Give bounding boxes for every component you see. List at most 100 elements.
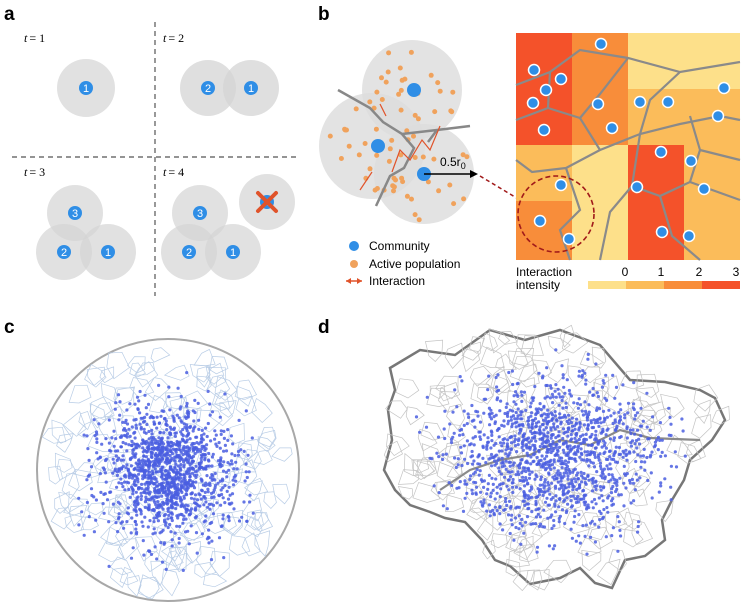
community-dot	[511, 477, 515, 482]
community-dot	[504, 405, 508, 409]
community-dot	[647, 437, 651, 441]
community-dot	[225, 489, 229, 493]
community-node	[526, 96, 540, 110]
community-dot	[116, 517, 121, 521]
community-dot	[163, 416, 167, 421]
community-dot	[514, 516, 518, 520]
community-node	[591, 97, 605, 111]
community-dot	[576, 446, 580, 450]
community-dot	[589, 535, 593, 540]
community-dot	[524, 520, 528, 524]
voronoi-cell	[214, 376, 238, 401]
community-dot	[621, 383, 625, 387]
community-dot	[520, 517, 524, 522]
community-dot	[137, 458, 141, 462]
community-dot	[85, 478, 89, 482]
community-dot	[237, 418, 241, 422]
community-dot	[477, 473, 481, 477]
voronoi-cell	[121, 415, 138, 434]
community-dot	[215, 501, 219, 505]
community-dot	[656, 435, 661, 439]
community-dot	[504, 452, 508, 456]
voronoi-cell	[236, 385, 253, 407]
community-dot	[162, 541, 167, 545]
community-dot	[221, 513, 225, 517]
community-dot	[596, 442, 600, 446]
community-dot	[87, 458, 91, 462]
community-dot	[191, 429, 195, 433]
active-population-dot	[367, 99, 373, 105]
community-dot	[192, 419, 196, 423]
community-node	[554, 178, 568, 192]
community-dot	[564, 453, 568, 457]
community-dot	[206, 505, 210, 509]
community-dot	[153, 531, 157, 535]
voronoi-cell	[86, 366, 106, 387]
community-dot	[193, 446, 197, 450]
community-dot	[125, 422, 130, 426]
community-dot	[461, 509, 466, 513]
community-dot	[150, 446, 154, 450]
community-dot	[506, 438, 510, 442]
community-dot	[519, 413, 523, 417]
ward-boundary	[446, 443, 469, 469]
community-dot	[591, 450, 595, 454]
community-dot	[639, 406, 643, 410]
community-dot	[488, 423, 492, 427]
community-dot	[152, 498, 156, 502]
ward-boundary	[505, 558, 521, 577]
community-dot	[163, 518, 167, 522]
voronoi-cell	[208, 403, 234, 427]
community-dot	[482, 397, 486, 401]
community-dot	[117, 467, 121, 471]
community-dot	[156, 519, 160, 523]
community-node	[633, 95, 647, 109]
community-dot	[92, 530, 96, 534]
community-dot	[588, 390, 592, 394]
ward-boundary	[601, 403, 625, 430]
community-dot	[190, 456, 194, 460]
community-dot	[603, 396, 607, 400]
community-dot	[232, 467, 236, 471]
community-dot	[632, 402, 636, 406]
community-dot	[213, 486, 217, 490]
community-dot	[142, 454, 146, 458]
community-dot	[476, 410, 480, 414]
community-dot	[102, 468, 106, 472]
community-dot	[190, 507, 194, 511]
community-dot	[120, 481, 124, 486]
community-dot	[154, 462, 158, 466]
community-dot	[470, 403, 474, 408]
community-dot	[181, 568, 185, 573]
community-dot	[564, 466, 568, 470]
community-node	[57, 245, 71, 259]
community-dot	[551, 416, 555, 420]
community-dot	[180, 498, 184, 502]
community-dot	[138, 422, 142, 426]
colorbar-tick: 2	[696, 265, 703, 279]
community-dot	[492, 455, 496, 459]
community-dot	[224, 449, 229, 453]
community-dot	[144, 406, 148, 410]
community-dot	[551, 401, 555, 405]
community-dot	[479, 478, 483, 482]
community-dot	[210, 495, 214, 500]
community-dot	[576, 477, 580, 481]
community-dot	[545, 454, 549, 458]
community-dot	[181, 521, 185, 525]
community-dot	[193, 493, 198, 497]
community-dot	[653, 440, 658, 444]
community-dot	[146, 506, 150, 510]
community-dot	[576, 471, 580, 475]
community-dot	[155, 426, 159, 430]
community-dot	[611, 475, 615, 479]
community-dot	[237, 519, 242, 523]
community-dot	[567, 451, 571, 455]
community-dot	[521, 448, 525, 452]
community-dot	[626, 401, 631, 405]
community-dot	[606, 467, 610, 471]
community-dot	[570, 536, 575, 540]
community-dot	[497, 435, 501, 439]
voronoi-cell	[165, 550, 184, 567]
community-dot	[164, 489, 168, 493]
